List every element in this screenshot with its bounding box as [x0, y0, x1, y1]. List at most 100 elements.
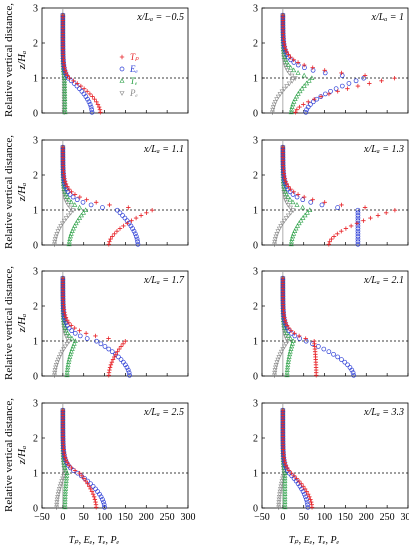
ed-marker: [346, 81, 352, 86]
ed-marker: [125, 367, 131, 373]
td-marker: [285, 62, 291, 67]
tp-marker: [63, 181, 69, 187]
tp-marker: [72, 325, 77, 331]
ed-marker: [294, 194, 300, 200]
td-marker: [68, 230, 74, 236]
pd-marker: [59, 349, 65, 355]
ed-marker: [328, 88, 333, 94]
tp-marker: [280, 407, 286, 413]
ed-marker: [94, 338, 99, 344]
td-marker: [282, 493, 288, 499]
ed-marker: [315, 344, 321, 349]
pd-marker: [60, 476, 66, 482]
td-marker: [77, 215, 83, 220]
series-tp: [280, 144, 398, 247]
ed-marker: [77, 86, 82, 92]
pd-marker: [283, 342, 289, 347]
tp-marker: [89, 489, 95, 494]
td-marker: [289, 236, 295, 241]
panel-location-label: x/Lₐ = 1.1: [143, 144, 184, 155]
tp-marker: [64, 317, 70, 323]
y-tick-label: 3: [33, 4, 38, 15]
pd-marker: [55, 229, 61, 235]
y-tick-label: 0: [253, 109, 258, 120]
ed-marker: [89, 107, 95, 113]
td-marker: [282, 483, 288, 489]
ed-marker: [355, 239, 361, 245]
td-marker: [68, 199, 74, 205]
panel-location-label: x/Lₐ = 1: [371, 12, 404, 23]
tp-marker: [81, 476, 87, 481]
ed-marker: [308, 102, 313, 107]
tp-marker: [120, 341, 126, 346]
td-marker: [286, 354, 292, 359]
x-tick-label: 300: [401, 512, 409, 523]
tp-marker: [326, 91, 332, 97]
y-tick-label: 2: [253, 434, 258, 445]
td-marker: [62, 325, 68, 330]
tp-marker: [284, 49, 289, 55]
ed-marker: [119, 66, 125, 72]
ed-marker: [355, 228, 361, 234]
pd-marker: [286, 81, 292, 87]
td-marker: [289, 343, 295, 349]
td-marker: [299, 85, 305, 91]
ylabel-line2: z/Hₐ: [16, 183, 28, 203]
tp-marker: [62, 176, 67, 181]
td-marker: [62, 98, 68, 104]
td-marker: [64, 472, 70, 478]
tp-marker: [62, 68, 68, 73]
pd-marker: [61, 463, 67, 469]
series-tp: [60, 407, 99, 510]
ed-marker: [345, 362, 350, 368]
td-marker: [119, 78, 125, 83]
ed-marker: [100, 497, 105, 502]
pd-marker: [56, 355, 62, 360]
ed-marker: [79, 88, 85, 94]
y-tick-label: 2: [253, 171, 258, 182]
pd-marker: [286, 71, 292, 76]
tp-marker: [292, 331, 297, 336]
pd-marker: [61, 347, 67, 352]
row-ylabel-3: Relative vertical distance, z/Hₐ: [3, 266, 28, 380]
pd-marker: [58, 352, 64, 358]
td-marker: [298, 217, 304, 223]
plot-frame: [261, 7, 409, 114]
tp-marker: [367, 81, 372, 86]
td-marker: [283, 56, 289, 62]
ed-marker: [339, 83, 345, 89]
td-marker: [64, 470, 70, 475]
pd-marker: [54, 360, 60, 366]
tp-marker: [107, 367, 112, 373]
tp-marker: [295, 60, 301, 65]
td-marker: [61, 462, 67, 468]
ed-marker: [74, 197, 80, 203]
tp-marker: [93, 333, 98, 339]
tp-marker: [110, 234, 115, 239]
tp-marker: [296, 333, 302, 339]
tp-marker: [114, 228, 120, 234]
ed-marker: [355, 218, 361, 224]
td-marker: [306, 77, 312, 83]
td-marker: [289, 340, 295, 346]
td-marker: [63, 191, 69, 197]
tp-marker: [65, 460, 70, 465]
td-marker: [285, 364, 291, 370]
td-marker: [66, 241, 72, 247]
pd-marker: [63, 334, 69, 339]
tp-marker: [311, 96, 317, 102]
tp-marker: [309, 502, 314, 507]
tp-marker: [301, 102, 306, 107]
tp-marker: [90, 94, 95, 99]
y-tick-label: 0: [33, 504, 38, 515]
pd-marker: [281, 86, 287, 92]
td-marker: [69, 346, 75, 351]
ed-marker: [77, 333, 83, 339]
xlabel-left: Tₚ, Eₑ, Tₑ, Pₑ: [69, 535, 120, 546]
td-marker: [295, 91, 301, 96]
td-marker: [288, 241, 294, 247]
td-marker: [71, 340, 77, 346]
pd-marker: [64, 200, 70, 206]
tp-marker: [311, 338, 317, 344]
tp-marker: [72, 192, 78, 197]
